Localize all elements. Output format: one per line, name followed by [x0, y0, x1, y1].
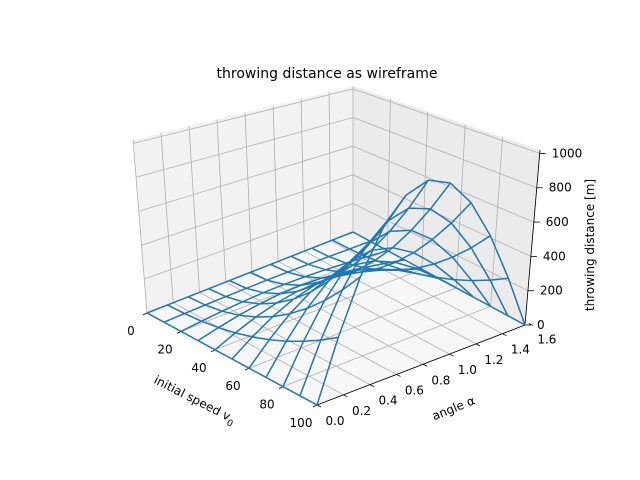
axis-panes	[133, 86, 540, 405]
y-tick-label: 0.0	[325, 414, 344, 428]
y-tick	[449, 353, 454, 357]
wire-line-const-angle	[229, 194, 407, 295]
z-tick-label: 400	[543, 249, 566, 263]
x-tick-label: 20	[157, 342, 172, 356]
wire-line-const-angle	[167, 304, 339, 343]
z-axis-label: throwing distance [m]	[583, 179, 597, 311]
wire-line-const-angle	[311, 235, 491, 272]
grid-line-z	[141, 174, 532, 257]
x-tick-label: 0	[127, 324, 135, 338]
y-tick	[316, 404, 322, 408]
z-tick-label: 1000	[552, 146, 583, 160]
y-tick	[475, 343, 481, 347]
y-tick	[528, 323, 534, 326]
grid-line-z	[133, 88, 540, 154]
wire-line-const-angle	[332, 239, 509, 282]
y-tick	[422, 363, 428, 367]
y-axis-line	[316, 324, 526, 406]
grid-line-z	[144, 202, 529, 292]
y-axis-label: angle α	[430, 393, 477, 423]
y-tick-label: 0.8	[431, 373, 450, 387]
z-tick-label: 200	[540, 284, 563, 298]
y-tick	[343, 394, 348, 398]
x-tick-label: 40	[191, 361, 206, 375]
y-tick	[502, 333, 507, 337]
x-tick-label: 60	[225, 379, 240, 393]
wire-line-const-angle	[208, 227, 384, 305]
z-tick-label: 0	[537, 318, 545, 332]
y-tick	[396, 374, 401, 377]
y-tick-label: 1.0	[458, 363, 477, 377]
z-tick-label: 800	[549, 181, 572, 195]
y-tick-label: 0.2	[352, 404, 371, 418]
y-tick	[369, 384, 375, 387]
grid-line-z	[138, 145, 534, 223]
y-tick-label: 0.6	[405, 383, 424, 397]
x-tick	[142, 312, 148, 316]
y-tick-label: 0.4	[378, 394, 397, 408]
y-tick-label: 1.6	[537, 333, 556, 347]
wire-line-const-angle	[146, 312, 318, 406]
z-axis-line	[524, 149, 541, 326]
grid-line-z	[135, 117, 537, 189]
y-tick-label: 1.2	[484, 353, 503, 367]
z-tick-label: 600	[546, 215, 569, 229]
chart-title: throwing distance as wireframe	[217, 66, 438, 82]
wire-line-const-angle	[290, 202, 472, 274]
wire-line-const-angle	[187, 276, 361, 318]
x-tick-label: 80	[259, 398, 274, 412]
pane-left	[133, 86, 353, 313]
wire-line-const-angle	[270, 182, 451, 279]
y-tick-label: 1.4	[511, 343, 530, 357]
x-tick-label: 100	[290, 416, 313, 430]
wire-line-const-angle	[352, 231, 526, 326]
wireframe-surface	[146, 179, 526, 406]
